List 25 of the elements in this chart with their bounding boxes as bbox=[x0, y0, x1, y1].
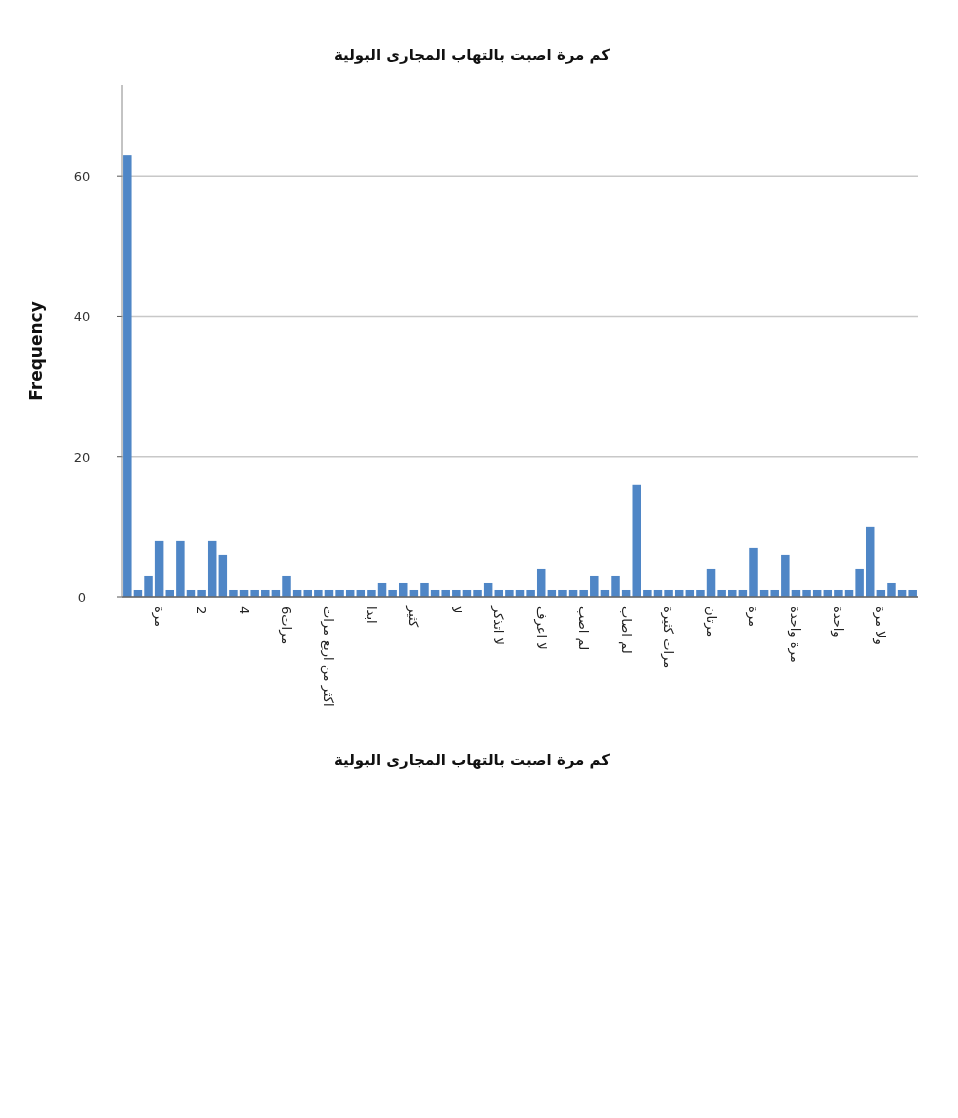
x-tick-label: ولا مرة bbox=[872, 606, 889, 645]
x-tick-label: مرتان bbox=[702, 606, 719, 638]
x-tick-label: لا اتذكر bbox=[490, 605, 507, 645]
x-tick-label: مرة bbox=[150, 606, 167, 627]
x-tick-label: واحدة bbox=[829, 606, 846, 638]
x-tick-label: مرة bbox=[744, 606, 761, 627]
y-tick-label: 40 bbox=[73, 309, 91, 325]
x-tick-label: لا اعرف bbox=[532, 606, 549, 650]
y-tick-label: 20 bbox=[73, 449, 91, 465]
chart-title: كم مرة اصبت بالتهاب المجارى البولية bbox=[333, 46, 611, 64]
x-tick-label: 2 bbox=[194, 606, 210, 615]
x-tick-label: اكثر من اربع مرات bbox=[320, 606, 337, 707]
x-tick-label: 6مرات bbox=[278, 606, 295, 645]
x-tick-label: مرات كثيرة bbox=[660, 606, 677, 669]
y-axis-title: Frequency bbox=[26, 301, 46, 401]
y-tick-label: 0 bbox=[77, 590, 87, 605]
x-tick-label: كثير bbox=[405, 605, 422, 629]
x-tick-label: 4 bbox=[236, 606, 252, 615]
x-tick-label: لم اصاب bbox=[617, 606, 634, 654]
x-tick-label: مرة واحدة bbox=[787, 606, 804, 663]
x-tick-label: لم اصب bbox=[575, 606, 592, 651]
x-axis-title: كم مرة اصبت بالتهاب المجارى البولية bbox=[333, 751, 611, 769]
x-tick-label: ابدا bbox=[363, 606, 379, 624]
x-tick-label: لا bbox=[448, 606, 464, 614]
y-tick-label: 60 bbox=[73, 169, 91, 185]
